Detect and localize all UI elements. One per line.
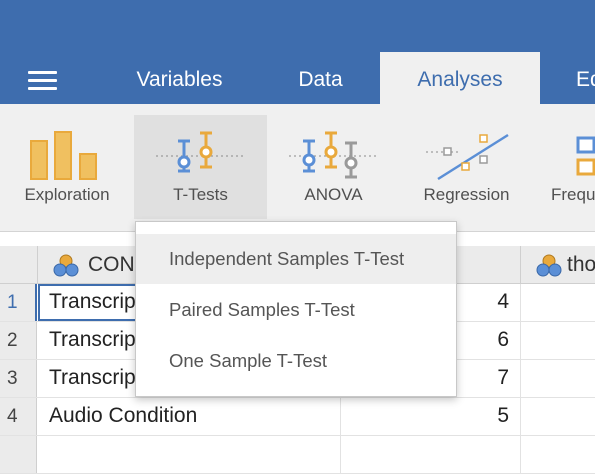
table-row: 4 Audio Condition 5 — [0, 398, 595, 436]
row-number[interactable]: 4 — [0, 398, 37, 435]
column-name: tho — [567, 253, 595, 276]
cell-value: Transcrip — [49, 366, 136, 389]
tab-analyses[interactable]: Analyses — [380, 52, 540, 104]
regression-label: Regression — [423, 185, 510, 204]
tab-variables[interactable]: Variables — [136, 68, 223, 91]
frequencies-icon — [576, 136, 595, 176]
cell-value: Audio Condition — [49, 404, 198, 427]
row-number[interactable]: 2 — [0, 322, 37, 359]
tab-edit[interactable]: Ed — [576, 68, 595, 91]
t-test-icon — [156, 131, 246, 173]
anova-button[interactable]: ANOVA — [267, 115, 400, 219]
column-header-3[interactable]: tho — [521, 246, 595, 283]
data-cell[interactable]: 6 — [341, 322, 521, 359]
data-cell[interactable] — [38, 436, 341, 473]
column-name: CON — [88, 253, 135, 276]
cell-value: Transcrip — [49, 328, 136, 351]
regression-icon — [426, 133, 509, 181]
data-cell[interactable]: 4 — [341, 284, 521, 321]
cell-value: 5 — [497, 404, 509, 427]
t-tests-button[interactable]: T-Tests — [134, 115, 267, 219]
data-cell[interactable]: Audio Condition — [38, 398, 341, 435]
cell-value: Transcrip — [49, 290, 136, 313]
menu-item-one-sample-t-test[interactable]: One Sample T-Test — [169, 350, 328, 371]
regression-button[interactable]: Regression — [400, 115, 533, 219]
exploration-button[interactable]: Exploration — [0, 115, 134, 219]
data-cell[interactable] — [341, 436, 521, 473]
top-bar: Variables Data Analyses Ed — [0, 0, 595, 104]
cell-value: 7 — [497, 366, 509, 389]
row-number[interactable] — [0, 436, 37, 473]
frequencies-label: Frequ — [551, 185, 595, 204]
hamburger-icon[interactable] — [28, 70, 58, 92]
column-header-2[interactable] — [341, 246, 521, 283]
table-row: 3 Transcrip 7 — [0, 360, 595, 398]
nominal-variable-icon — [53, 254, 79, 277]
row-number[interactable]: 3 — [0, 360, 37, 397]
analyses-ribbon: Exploration T-Tests — [0, 104, 595, 232]
menu-item-paired-samples-t-test[interactable]: Paired Samples T-Test — [169, 299, 355, 320]
table-row: 2 Transcrip 6 — [0, 322, 595, 360]
table-row — [0, 436, 595, 474]
anova-icon — [289, 131, 379, 179]
data-cell[interactable]: 7 — [341, 360, 521, 397]
corner-cell — [0, 246, 38, 283]
cell-value: 6 — [497, 328, 509, 351]
tab-data[interactable]: Data — [298, 68, 343, 91]
row-number[interactable]: 1 — [0, 284, 37, 321]
t-tests-label: T-Tests — [173, 185, 228, 204]
t-tests-dropdown-menu: Independent Samples T-Test Paired Sample… — [135, 221, 457, 397]
menu-item-independent-samples-t-test[interactable]: Independent Samples T-Test — [136, 234, 456, 284]
frequencies-button[interactable]: Frequ — [533, 115, 595, 219]
exploration-label: Exploration — [24, 185, 110, 204]
nominal-variable-icon — [536, 254, 562, 277]
bar-chart-icon — [30, 131, 97, 180]
data-cell[interactable]: 5 — [341, 398, 521, 435]
cell-value: 4 — [497, 290, 509, 313]
anova-label: ANOVA — [304, 185, 363, 204]
